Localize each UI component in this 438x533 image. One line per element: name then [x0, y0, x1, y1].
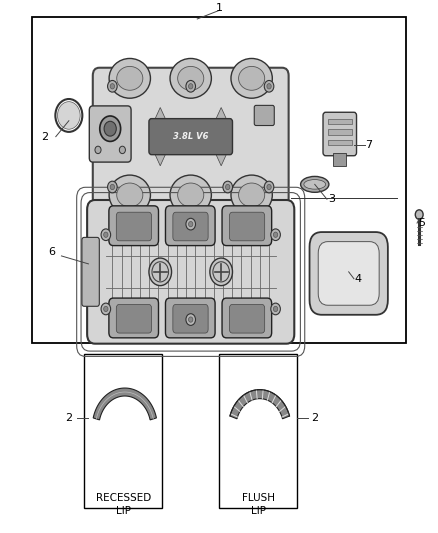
Ellipse shape	[110, 184, 115, 190]
Ellipse shape	[108, 181, 117, 193]
Bar	[84, 354, 162, 508]
Ellipse shape	[271, 229, 280, 240]
Ellipse shape	[110, 84, 115, 89]
Polygon shape	[149, 108, 171, 131]
FancyBboxPatch shape	[222, 298, 272, 338]
Ellipse shape	[188, 222, 193, 227]
Ellipse shape	[304, 180, 325, 189]
FancyBboxPatch shape	[173, 304, 208, 333]
Text: 6: 6	[48, 247, 55, 257]
FancyBboxPatch shape	[149, 119, 233, 155]
Ellipse shape	[119, 146, 125, 154]
FancyBboxPatch shape	[109, 298, 159, 338]
FancyBboxPatch shape	[323, 112, 357, 156]
FancyBboxPatch shape	[318, 241, 379, 305]
Ellipse shape	[100, 116, 120, 141]
Ellipse shape	[170, 59, 212, 98]
Bar	[219, 354, 297, 508]
FancyBboxPatch shape	[310, 232, 388, 315]
Text: FLUSH
LIP: FLUSH LIP	[242, 494, 275, 516]
Polygon shape	[210, 108, 232, 131]
Text: 4: 4	[355, 274, 362, 284]
Ellipse shape	[271, 303, 280, 315]
FancyBboxPatch shape	[89, 106, 131, 162]
Ellipse shape	[117, 183, 143, 207]
FancyBboxPatch shape	[93, 68, 289, 206]
Text: 3: 3	[328, 194, 336, 204]
Ellipse shape	[104, 306, 108, 312]
Ellipse shape	[108, 80, 117, 92]
FancyBboxPatch shape	[230, 304, 265, 333]
Ellipse shape	[109, 175, 150, 215]
Ellipse shape	[186, 314, 195, 325]
Ellipse shape	[101, 229, 111, 240]
FancyBboxPatch shape	[82, 237, 99, 306]
Ellipse shape	[264, 80, 274, 92]
Text: 2: 2	[65, 413, 72, 423]
Polygon shape	[210, 142, 232, 166]
Ellipse shape	[264, 181, 274, 193]
Polygon shape	[93, 388, 156, 420]
FancyBboxPatch shape	[116, 304, 152, 333]
FancyBboxPatch shape	[254, 106, 274, 125]
Ellipse shape	[57, 102, 80, 129]
Ellipse shape	[186, 219, 195, 230]
FancyBboxPatch shape	[173, 212, 208, 241]
Ellipse shape	[273, 232, 278, 237]
Ellipse shape	[223, 181, 233, 193]
Ellipse shape	[239, 183, 265, 207]
Ellipse shape	[178, 67, 204, 90]
Ellipse shape	[267, 84, 271, 89]
Bar	[333, 152, 346, 166]
FancyBboxPatch shape	[230, 212, 265, 241]
Ellipse shape	[267, 184, 271, 190]
Ellipse shape	[300, 176, 329, 192]
Bar	[95, 116, 104, 152]
Ellipse shape	[186, 80, 195, 92]
Text: 2: 2	[41, 132, 49, 142]
Ellipse shape	[415, 210, 423, 220]
Text: 3.8L V6: 3.8L V6	[173, 132, 208, 141]
Ellipse shape	[273, 306, 278, 312]
FancyBboxPatch shape	[116, 212, 152, 241]
Ellipse shape	[231, 175, 272, 215]
Text: 1: 1	[215, 3, 223, 13]
Text: 5: 5	[418, 218, 425, 228]
FancyBboxPatch shape	[87, 200, 294, 344]
FancyBboxPatch shape	[166, 298, 215, 338]
Ellipse shape	[101, 303, 111, 315]
Polygon shape	[149, 142, 171, 166]
Ellipse shape	[170, 175, 212, 215]
Bar	[328, 129, 352, 134]
Ellipse shape	[104, 232, 108, 237]
Bar	[328, 119, 352, 124]
Ellipse shape	[178, 183, 204, 207]
FancyBboxPatch shape	[222, 206, 272, 246]
Ellipse shape	[231, 59, 272, 98]
Ellipse shape	[226, 184, 230, 190]
Ellipse shape	[117, 67, 143, 90]
Polygon shape	[230, 390, 290, 419]
Ellipse shape	[188, 84, 193, 89]
Ellipse shape	[188, 317, 193, 322]
Ellipse shape	[210, 258, 233, 286]
Ellipse shape	[95, 146, 101, 154]
Bar	[32, 18, 406, 343]
FancyBboxPatch shape	[109, 206, 159, 246]
Text: RECESSED
LIP: RECESSED LIP	[95, 494, 151, 516]
Ellipse shape	[239, 67, 265, 90]
Text: 2: 2	[311, 413, 318, 423]
Bar	[328, 140, 352, 145]
FancyBboxPatch shape	[166, 206, 215, 246]
Text: 7: 7	[366, 140, 373, 150]
Ellipse shape	[109, 59, 150, 98]
Ellipse shape	[149, 258, 172, 286]
Ellipse shape	[104, 122, 116, 136]
